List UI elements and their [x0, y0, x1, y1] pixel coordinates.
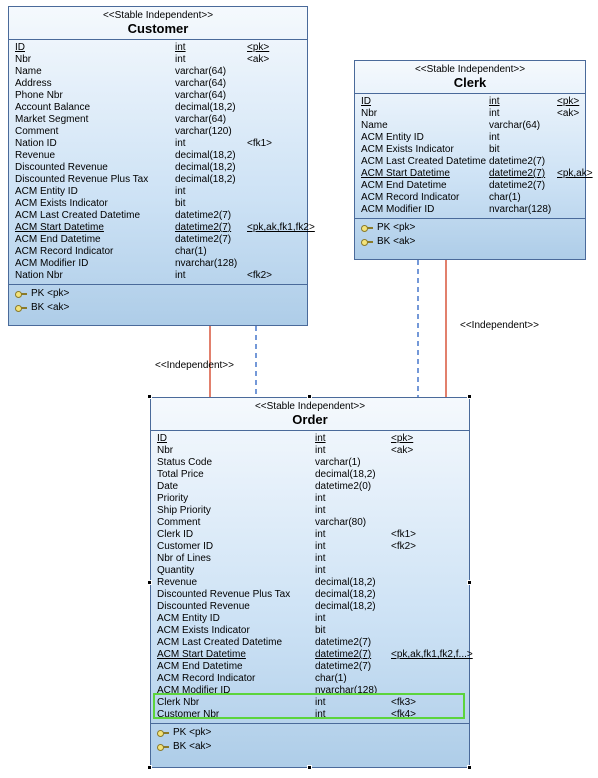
key-row: BK <ak>	[157, 740, 463, 754]
attribute-row: Total Pricedecimal(18,2)	[157, 469, 463, 481]
independent-label-right: <<Independent>>	[460, 320, 539, 331]
attribute-row: Ship Priorityint	[157, 505, 463, 517]
highlight-box	[153, 693, 465, 719]
attribute-row: Market Segmentvarchar(64)	[15, 114, 301, 126]
key-icon	[157, 743, 169, 751]
selection-handle[interactable]	[467, 765, 472, 770]
attribute-row: ACM Record Indicatorchar(1)	[157, 673, 463, 685]
key-row: PK <pk>	[15, 287, 301, 301]
entity-body: IDint<pk>Nbrint<ak>Namevarchar(64)ACM En…	[355, 94, 585, 253]
attribute-row: IDint<pk>	[361, 96, 579, 108]
attribute-row: ACM Exists Indicatorbit	[361, 144, 579, 156]
attribute-row: Namevarchar(64)	[15, 66, 301, 78]
key-row: BK <ak>	[15, 301, 301, 315]
attribute-row: ACM Exists Indicatorbit	[15, 198, 301, 210]
entity-stereotype: <<Stable Independent>>	[151, 398, 469, 412]
attribute-row: Discounted Revenuedecimal(18,2)	[15, 162, 301, 174]
attribute-row: Priorityint	[157, 493, 463, 505]
attribute-row: ACM Entity IDint	[157, 613, 463, 625]
attribute-row: Addressvarchar(64)	[15, 78, 301, 90]
attribute-row: Status Codevarchar(1)	[157, 457, 463, 469]
attribute-row: Phone Nbrvarchar(64)	[15, 90, 301, 102]
selection-handle[interactable]	[307, 394, 312, 399]
attribute-row: Revenuedecimal(18,2)	[15, 150, 301, 162]
selection-handle[interactable]	[147, 394, 152, 399]
selection-handle[interactable]	[467, 580, 472, 585]
attribute-row: Discounted Revenue Plus Taxdecimal(18,2)	[157, 589, 463, 601]
key-icon	[15, 290, 27, 298]
attribute-row: Datedatetime2(0)	[157, 481, 463, 493]
attribute-row: ACM Record Indicatorchar(1)	[15, 246, 301, 258]
attribute-row: ACM Modifier IDnvarchar(128)	[361, 204, 579, 216]
key-icon	[361, 238, 373, 246]
entity-customer[interactable]: <<Stable Independent>>CustomerIDint<pk>N…	[8, 6, 308, 326]
key-icon	[157, 729, 169, 737]
selection-handle[interactable]	[467, 394, 472, 399]
attribute-row: ACM Last Created Datetimedatetime2(7)	[157, 637, 463, 649]
key-row: PK <pk>	[157, 726, 463, 740]
entity-title: Order	[151, 412, 469, 431]
attribute-row: ACM End Datetimedatetime2(7)	[15, 234, 301, 246]
attribute-row: ACM Entity IDint	[361, 132, 579, 144]
entity-title: Customer	[9, 21, 307, 40]
attribute-row: Discounted Revenuedecimal(18,2)	[157, 601, 463, 613]
attribute-row: ACM Start Datetimedatetime2(7)<pk,ak>	[361, 168, 579, 180]
attribute-row: ACM Record Indicatorchar(1)	[361, 192, 579, 204]
attribute-row: Commentvarchar(120)	[15, 126, 301, 138]
attribute-row: ACM Start Datetimedatetime2(7)<pk,ak,fk1…	[15, 222, 301, 234]
attribute-row: Nbrint<ak>	[15, 54, 301, 66]
selection-handle[interactable]	[147, 765, 152, 770]
attribute-row: ACM End Datetimedatetime2(7)	[157, 661, 463, 673]
key-row: PK <pk>	[361, 221, 579, 235]
attribute-row: Namevarchar(64)	[361, 120, 579, 132]
attribute-row: ACM End Datetimedatetime2(7)	[361, 180, 579, 192]
attribute-row: Nbrint<ak>	[361, 108, 579, 120]
attribute-row: IDint<pk>	[157, 433, 463, 445]
attribute-row: ACM Start Datetimedatetime2(7)<pk,ak,fk1…	[157, 649, 463, 661]
entity-clerk[interactable]: <<Stable Independent>>ClerkIDint<pk>Nbri…	[354, 60, 586, 260]
attribute-row: Account Balancedecimal(18,2)	[15, 102, 301, 114]
entity-body: IDint<pk>Nbrint<ak>Namevarchar(64)Addres…	[9, 40, 307, 319]
attribute-row: Revenuedecimal(18,2)	[157, 577, 463, 589]
entity-stereotype: <<Stable Independent>>	[9, 7, 307, 21]
selection-handle[interactable]	[147, 580, 152, 585]
attribute-row: Discounted Revenue Plus Taxdecimal(18,2)	[15, 174, 301, 186]
attribute-row: ACM Entity IDint	[15, 186, 301, 198]
attribute-row: Nation IDint<fk1>	[15, 138, 301, 150]
attribute-row: Nbr of Linesint	[157, 553, 463, 565]
entity-stereotype: <<Stable Independent>>	[355, 61, 585, 75]
attribute-row: ACM Last Created Datetimedatetime2(7)	[15, 210, 301, 222]
attribute-row: Clerk IDint<fk1>	[157, 529, 463, 541]
attribute-row: Customer IDint<fk2>	[157, 541, 463, 553]
attribute-row: IDint<pk>	[15, 42, 301, 54]
attribute-row: Commentvarchar(80)	[157, 517, 463, 529]
attribute-row: Quantityint	[157, 565, 463, 577]
entity-title: Clerk	[355, 75, 585, 94]
key-row: BK <ak>	[361, 235, 579, 249]
attribute-row: Nbrint<ak>	[157, 445, 463, 457]
attribute-row: ACM Exists Indicatorbit	[157, 625, 463, 637]
independent-label-left: <<Independent>>	[155, 360, 234, 371]
key-icon	[361, 224, 373, 232]
selection-handle[interactable]	[307, 765, 312, 770]
key-icon	[15, 304, 27, 312]
attribute-row: Nation Nbrint<fk2>	[15, 270, 301, 282]
attribute-row: ACM Modifier IDnvarchar(128)	[15, 258, 301, 270]
attribute-row: ACM Last Created Datetimedatetime2(7)	[361, 156, 579, 168]
